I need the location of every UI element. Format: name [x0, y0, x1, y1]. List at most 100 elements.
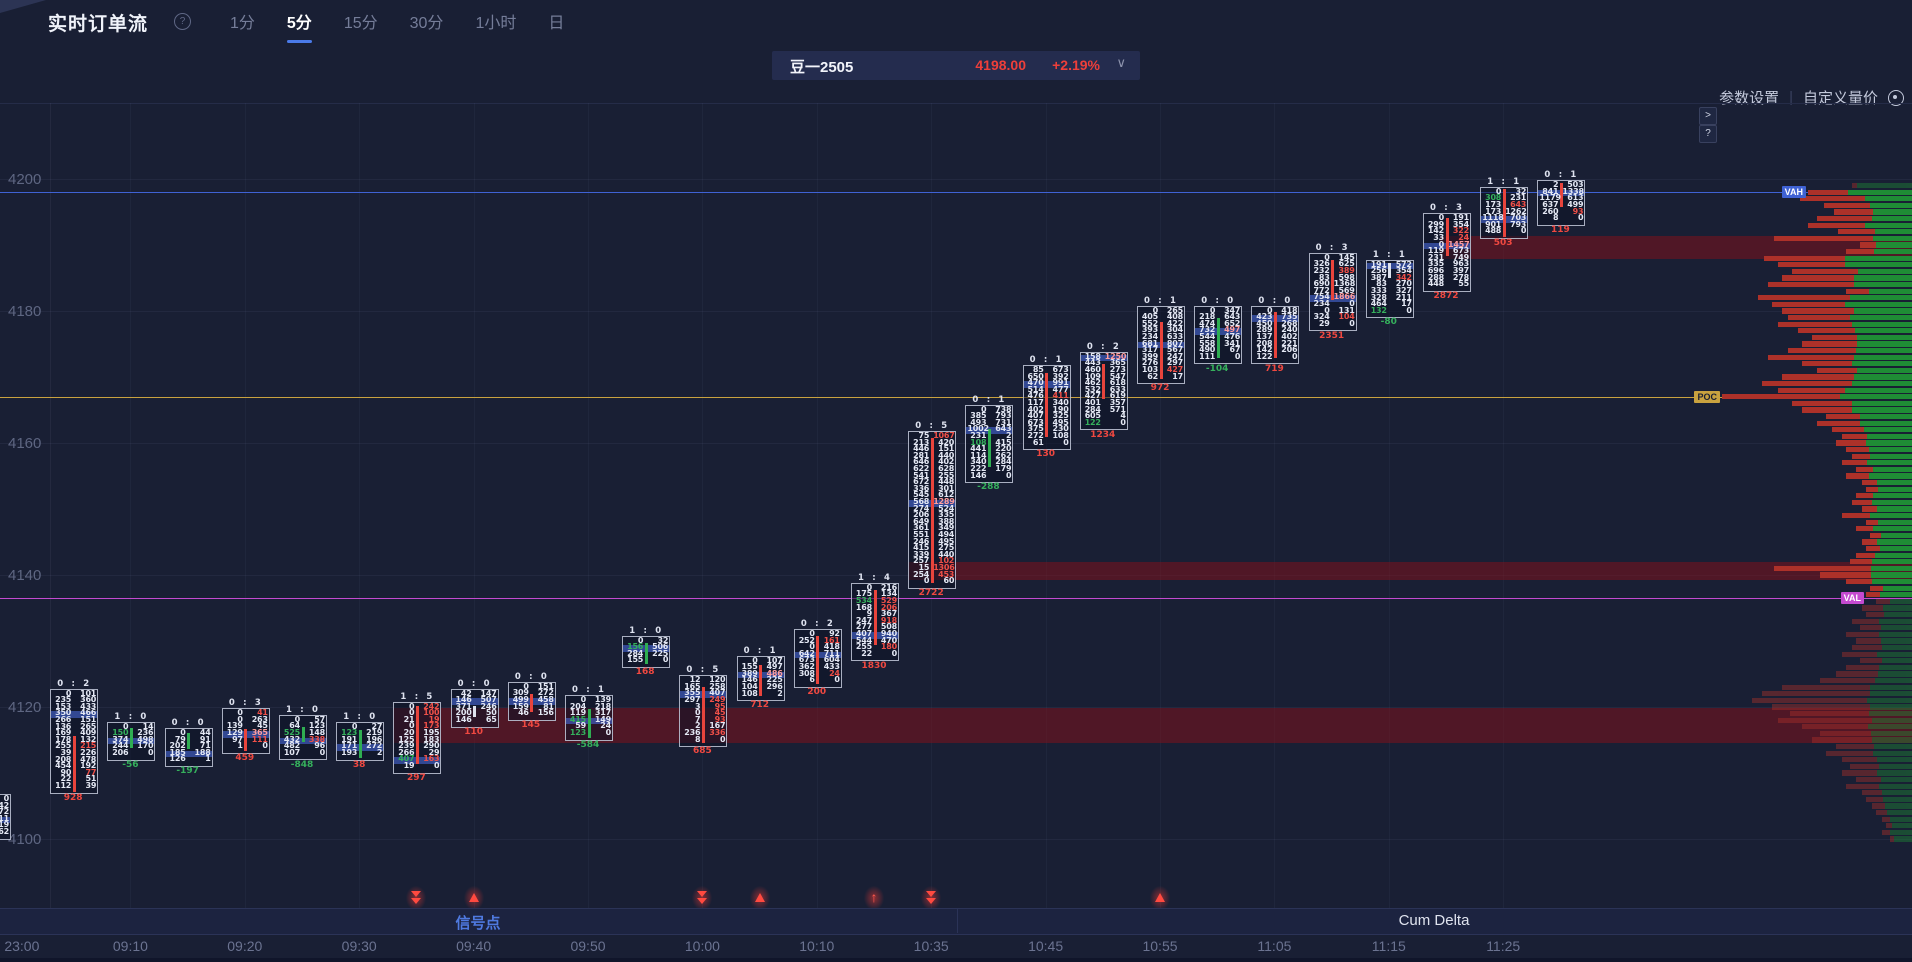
signal-marker-dd[interactable]: [921, 886, 942, 910]
signal-marker-dd[interactable]: [692, 886, 713, 910]
bid-volume: 21: [403, 714, 415, 724]
bid-volume: 246: [913, 536, 930, 546]
ask-volume: 290: [423, 741, 440, 751]
volume-profile-bar: [1842, 433, 1912, 440]
bid-volume: 389: [741, 668, 758, 678]
candle-body-line: [930, 438, 934, 584]
footprint-candle: 0 107 155 497 389 486 146 225 104 296 108 2: [736, 655, 785, 702]
bid-volume: 165: [684, 681, 701, 691]
signal-marker-up[interactable]: [463, 886, 484, 910]
tab-5分[interactable]: 5分: [285, 5, 314, 43]
profile-buy-segment: [1872, 216, 1912, 222]
ask-volume: 388: [938, 516, 955, 526]
bid-volume: 371: [455, 701, 472, 711]
collapse-panel-button[interactable]: >: [1699, 107, 1717, 125]
bid-volume: 256: [1370, 266, 1387, 276]
profile-buy-segment: [1867, 433, 1912, 440]
candle-body-line: [1388, 263, 1392, 278]
ask-volume: 738: [995, 404, 1012, 414]
double-down-arrow-icon: [926, 898, 937, 904]
tab-1分[interactable]: 1分: [230, 15, 255, 32]
ask-volume: 1289: [933, 497, 955, 507]
tab-日[interactable]: 日: [548, 15, 565, 32]
profile-buy-segment: [1851, 321, 1912, 327]
panel-help-button[interactable]: ?: [1699, 125, 1717, 143]
ask-volume: 139: [594, 695, 611, 705]
double-down-arrow-icon: [411, 898, 422, 904]
profile-sell-segment: [1792, 268, 1858, 275]
signal-marker-dd[interactable]: [406, 886, 427, 910]
candle-header-ratio: 0:2: [57, 678, 90, 689]
profile-sell-segment: [1812, 334, 1857, 341]
bid-volume: 470: [1027, 378, 1044, 388]
custom-volume-price-button[interactable]: 自定义量价: [1802, 90, 1878, 107]
profile-sell-segment: [1782, 275, 1854, 281]
candle-delta: -56: [122, 759, 139, 770]
profile-sell-segment: [1852, 618, 1879, 624]
ask-volume: 349: [938, 523, 955, 533]
ask-volume: 27: [371, 721, 383, 731]
ask-volume: 625: [1338, 259, 1355, 269]
bid-volume: 0: [580, 695, 587, 705]
volume-profile-bar: [1846, 447, 1912, 453]
volume-profile-bar: [1790, 711, 1912, 717]
profile-sell-segment: [1792, 400, 1852, 407]
signal-marker-up[interactable]: [749, 886, 770, 910]
ask-volume: 183: [423, 734, 440, 744]
profile-buy-segment: [1867, 460, 1912, 466]
chevron-down-icon[interactable]: ∨: [1116, 55, 1126, 70]
bid-volume: 59: [575, 721, 586, 731]
bid-volume: 3: [695, 701, 701, 711]
profile-buy-segment: [1864, 196, 1912, 202]
ask-volume: 407: [709, 688, 726, 698]
signal-marker-arr[interactable]: ↑: [864, 886, 884, 910]
bid-volume: 255: [55, 741, 72, 751]
ask-volume: 422: [1166, 318, 1183, 328]
bid-volume: 0: [809, 629, 815, 639]
help-icon[interactable]: ?: [174, 13, 191, 30]
bid-volume: 46: [518, 708, 529, 718]
ask-volume: 433: [80, 701, 97, 711]
bid-volume: 252: [798, 635, 815, 645]
tab-30分[interactable]: 30分: [409, 15, 444, 32]
profile-sell-segment: [1778, 717, 1872, 723]
profile-buy-segment: [1852, 400, 1912, 407]
ask-volume: 402: [1281, 332, 1298, 342]
ask-volume: 335: [938, 510, 955, 520]
time-gridline: [1274, 103, 1276, 932]
volume-profile-bar: [1856, 466, 1912, 473]
ask-volume: 1067: [933, 431, 955, 441]
ask-volume: 2: [376, 747, 383, 757]
bid-volume: 168: [855, 602, 872, 612]
ask-volume: 572: [1395, 259, 1412, 269]
candle-delta: 1234: [1090, 429, 1116, 440]
tab-15分[interactable]: 15分: [343, 15, 378, 32]
profile-sell-segment: [1852, 453, 1870, 459]
ask-volume: 567: [1166, 345, 1183, 355]
profile-sell-segment: [1768, 354, 1855, 360]
time-axis-label: 09:50: [570, 938, 606, 954]
bid-volume: 361: [913, 523, 930, 533]
volume-profile-bar: [1838, 229, 1912, 235]
bid-volume: 558: [1199, 338, 1216, 348]
bid-volume: 103: [1141, 365, 1158, 375]
price-gridline: [0, 707, 1912, 708]
volume-profile-bar: [1722, 394, 1912, 400]
bid-volume: 222: [970, 464, 987, 474]
bid-volume: 532: [1084, 384, 1101, 394]
param-settings-button[interactable]: 参数设置: [1719, 90, 1780, 107]
eye-target-icon[interactable]: [1888, 89, 1904, 106]
contract-selector[interactable]: 豆一2505 4198.00 +2.19% ∨: [772, 51, 1140, 80]
ask-volume: 206: [880, 602, 897, 612]
signal-marker-up[interactable]: [1150, 886, 1170, 910]
profile-sell-segment: [1836, 744, 1874, 750]
volume-profile-bar: [1862, 605, 1912, 611]
profile-buy-segment: [1884, 803, 1912, 809]
candle-header-ratio: 0:0: [1258, 295, 1291, 306]
profile-buy-segment: [1869, 447, 1912, 453]
profile-buy-segment: [1873, 209, 1912, 215]
ask-volume: 0: [434, 761, 440, 771]
time-gridline: [702, 103, 704, 932]
bottom-scrollbar[interactable]: [0, 958, 1912, 962]
tab-1小时[interactable]: 1小时: [475, 15, 517, 32]
